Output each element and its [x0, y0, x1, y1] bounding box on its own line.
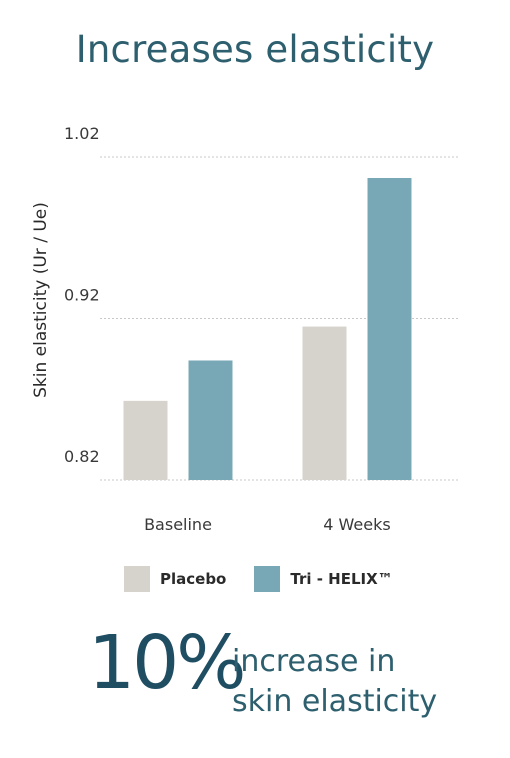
bar-trihelix-1: [367, 177, 412, 480]
legend-swatch-trihelix: [254, 566, 281, 592]
stat-text: increase in skin elasticity: [232, 642, 437, 722]
legend-label-trihelix: Tri - HELIX™: [290, 570, 393, 588]
bars: [123, 177, 412, 480]
bar-chart: 1.02 0.92 0.82 Skin elasticity (Ur / Ue) B…: [31, 124, 458, 534]
legend: Placebo Tri - HELIX™: [124, 566, 421, 592]
bar-trihelix-0: [188, 360, 233, 480]
legend-item-placebo: Placebo: [124, 566, 226, 592]
y-tick-label: 0.92: [64, 286, 100, 305]
stat-number: 10%: [88, 620, 246, 706]
y-tick-label: 1.02: [64, 124, 100, 143]
y-axis-label: Skin elasticity (Ur / Ue): [31, 202, 51, 398]
legend-label-placebo: Placebo: [160, 570, 227, 588]
stat-text-line1: increase in: [232, 644, 396, 679]
bar-placebo-0: [123, 400, 168, 480]
chart-title: Increases elasticity: [75, 28, 435, 71]
category-label: Baseline: [144, 515, 212, 534]
legend-item-trihelix: Tri - HELIX™: [254, 566, 393, 592]
stat-text-line2: skin elasticity: [232, 684, 438, 719]
category-label: 4 Weeks: [323, 515, 390, 534]
y-tick-labels: 1.02 0.92 0.82: [64, 124, 100, 466]
category-labels: Baseline 4 Weeks: [144, 515, 391, 534]
y-tick-label: 0.82: [64, 447, 100, 466]
bar-placebo-1: [302, 326, 347, 480]
legend-swatch-placebo: [124, 566, 150, 592]
